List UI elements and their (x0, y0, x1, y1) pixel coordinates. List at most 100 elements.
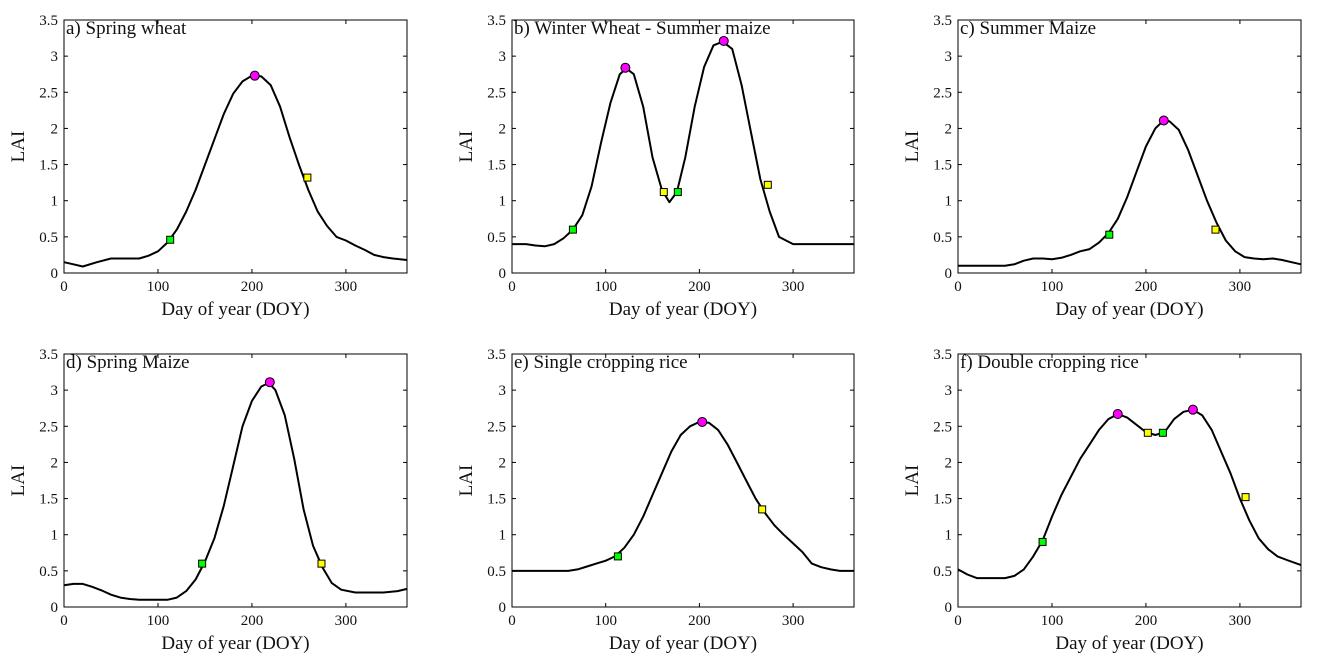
y-tick-label: 3 (945, 383, 953, 399)
panel-title: e) Single cropping rice (514, 352, 688, 373)
panel-title: f) Double cropping rice (960, 352, 1139, 373)
y-axis-title: LAI (456, 131, 477, 163)
lai-curve (512, 40, 854, 248)
peak-marker (1112, 408, 1123, 419)
x-tick-label: 0 (60, 279, 68, 295)
start-marker (1158, 428, 1167, 437)
y-tick-label: 0.5 (933, 564, 952, 580)
x-axis-title: Day of year (DOY) (1055, 633, 1203, 654)
lai-curve (63, 74, 408, 268)
x-tick-label: 0 (954, 279, 962, 295)
y-tick-label: 0 (51, 266, 59, 282)
x-tick-label: 100 (1041, 279, 1064, 295)
y-tick-label: 3 (945, 49, 953, 65)
y-axis-title: LAI (456, 465, 477, 497)
x-axis-title: Day of year (DOY) (161, 299, 309, 320)
x-tick-label: 0 (60, 613, 68, 629)
peak-marker (264, 377, 275, 388)
x-tick-label: 300 (782, 613, 805, 629)
y-tick-label: 1 (945, 194, 953, 210)
x-tick-label: 300 (335, 279, 358, 295)
plot-frame (957, 353, 1302, 608)
y-tick-label: 0.5 (487, 230, 506, 246)
x-tick-label: 300 (1229, 613, 1252, 629)
y-tick-label: 1 (51, 528, 59, 544)
x-tick-label: 100 (147, 613, 170, 629)
y-tick-label: 1 (51, 194, 59, 210)
panel-title: b) Winter Wheat - Summer maize (514, 18, 771, 39)
x-tick-label: 0 (508, 613, 516, 629)
y-tick-label: 2.5 (487, 85, 506, 101)
y-tick-label: 1.5 (487, 492, 506, 508)
start-marker (166, 235, 175, 244)
y-tick-label: 0.5 (933, 230, 952, 246)
y-tick-label: 3.5 (487, 13, 506, 29)
lai-curve (957, 408, 1302, 580)
peak-marker (620, 62, 631, 73)
panel-title: a) Spring wheat (66, 18, 187, 39)
x-tick-label: 0 (508, 279, 516, 295)
start-marker (568, 225, 577, 234)
chart-panel-3: 0 100 200 300 0 0.5 1 1.5 2 2.5 3 3.5 Day of year (D… (8, 347, 408, 654)
x-axis-title: Day of year (DOY) (609, 299, 757, 320)
plot-frame (63, 353, 408, 608)
y-tick-label: 2 (945, 121, 953, 137)
y-tick-label: 3.5 (933, 347, 952, 363)
y-tick-label: 1 (945, 528, 953, 544)
start-marker (613, 552, 622, 561)
end-marker (317, 559, 326, 568)
end-marker (1143, 428, 1152, 437)
x-tick-label: 100 (594, 279, 617, 295)
lai-curve (512, 420, 854, 572)
plot-frame (63, 19, 408, 274)
y-tick-label: 3 (499, 383, 507, 399)
y-axis-title: LAI (902, 465, 923, 497)
x-tick-label: 0 (954, 613, 962, 629)
x-tick-label: 200 (1135, 613, 1158, 629)
peak-marker (718, 35, 729, 46)
y-tick-label: 3 (499, 49, 507, 65)
end-marker (303, 173, 312, 182)
x-axis-title: Day of year (DOY) (609, 633, 757, 654)
y-tick-label: 1 (499, 528, 507, 544)
x-axis-title: Day of year (DOY) (161, 633, 309, 654)
start-marker (1105, 230, 1114, 239)
y-tick-label: 3.5 (933, 13, 952, 29)
y-tick-label: 2 (945, 455, 953, 471)
y-tick-label: 0 (945, 266, 953, 282)
x-tick-label: 200 (688, 613, 711, 629)
panel-title: d) Spring Maize (66, 352, 189, 373)
chart-panel-2: 0 100 200 300 0 0.5 1 1.5 2 2.5 3 3.5 Day of year (D… (902, 13, 1302, 320)
y-tick-label: 0 (499, 266, 507, 282)
y-axis-title: LAI (902, 131, 923, 163)
start-marker (673, 188, 682, 197)
chart-panel-4: 0 100 200 300 0 0.5 1 1.5 2 2.5 3 3.5 Day of year (D… (456, 347, 855, 654)
y-tick-label: 1.5 (933, 158, 952, 174)
peak-marker (249, 70, 260, 81)
y-tick-label: 1.5 (39, 492, 58, 508)
y-tick-label: 2 (499, 121, 507, 137)
y-tick-label: 2.5 (487, 419, 506, 435)
end-marker (1211, 225, 1220, 234)
y-tick-label: 2 (51, 455, 59, 471)
start-marker (1038, 537, 1047, 546)
y-tick-label: 3 (51, 383, 59, 399)
x-tick-label: 100 (1041, 613, 1064, 629)
y-tick-label: 0 (499, 600, 507, 616)
y-tick-label: 3.5 (39, 347, 58, 363)
chart-panel-1: 0 100 200 300 0 0.5 1 1.5 2 2.5 3 3.5 Day of year (D… (456, 13, 855, 320)
y-tick-label: 0.5 (39, 230, 58, 246)
peak-marker (1158, 115, 1169, 126)
end-marker (659, 188, 668, 197)
chart-panel-0: 0 100 200 300 0 0.5 1 1.5 2 2.5 3 3.5 Day of year (D… (8, 13, 408, 320)
start-marker (198, 559, 207, 568)
x-tick-label: 100 (147, 279, 170, 295)
y-tick-label: 1.5 (487, 158, 506, 174)
y-axis-title: LAI (8, 465, 29, 497)
y-tick-label: 2.5 (933, 419, 952, 435)
plot-frame (957, 19, 1302, 274)
x-tick-label: 300 (782, 279, 805, 295)
x-tick-label: 100 (594, 613, 617, 629)
x-tick-label: 300 (1229, 279, 1252, 295)
y-tick-label: 0.5 (39, 564, 58, 580)
